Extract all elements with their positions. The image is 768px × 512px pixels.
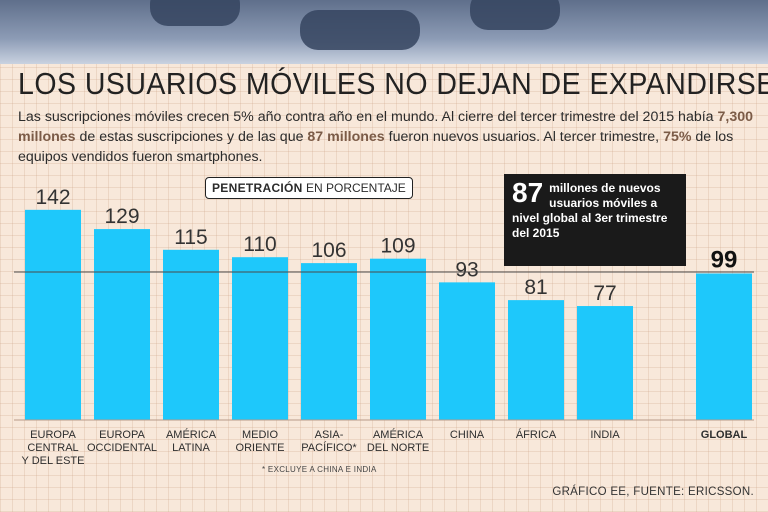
category-label: Y DEL ESTE (22, 455, 85, 467)
chart-title-badge: PENETRACIÓN EN PORCENTAJE (205, 177, 413, 199)
photo-shape (470, 0, 560, 30)
chart-bar (301, 263, 357, 420)
intro-highlight: 75% (663, 129, 692, 145)
data-label: 93 (455, 258, 478, 281)
data-label: 115 (174, 226, 207, 249)
callout-box: 87 millones de nuevos usuarios móviles a… (504, 174, 686, 266)
chart-title-rest: EN PORCENTAJE (302, 181, 406, 195)
data-label: 81 (524, 276, 547, 299)
data-label: 142 (35, 186, 70, 209)
chart-bar (696, 273, 752, 420)
photo-shape (300, 10, 420, 50)
data-label: 99 (711, 246, 738, 273)
photo-shape (150, 0, 240, 26)
chart-bar (439, 282, 495, 420)
intro-text: Las suscripciones móviles crecen 5% año … (18, 107, 758, 167)
chart-bar (94, 229, 150, 420)
data-label: 110 (243, 233, 276, 256)
data-label: 109 (380, 235, 415, 258)
intro-text-part: fueron nuevos usuarios. Al tercer trimes… (384, 129, 664, 145)
intro-highlight: 87 millones (307, 129, 385, 145)
callout-number: 87 (512, 177, 544, 208)
category-label: INDIA (590, 429, 620, 441)
category-label: OCCIDENTAL (87, 442, 157, 454)
category-label: ASIA- (315, 429, 344, 441)
data-label: 77 (593, 282, 616, 305)
chart-bar (508, 300, 564, 420)
category-label: CENTRAL (27, 442, 78, 454)
category-label: MEDIO (242, 429, 279, 441)
chart-bar (163, 249, 219, 420)
data-label: 129 (104, 205, 139, 228)
source-credit: GRÁFICO EE, FUENTE: ERICSSON. (552, 486, 754, 498)
category-label: CHINA (450, 429, 485, 441)
intro-text-part: Las suscripciones móviles crecen 5% año … (18, 109, 718, 125)
callout-text: millones de nuevos usuarios móviles a ni… (512, 181, 668, 240)
footnote: * EXCLUYE A CHINA E INDIA (262, 465, 377, 474)
category-label: LATINA (172, 442, 210, 454)
intro-highlight: 7,300 millones (18, 109, 754, 145)
chart-title-bold: PENETRACIÓN (212, 181, 303, 195)
intro-text-part: de los equipos vendidos fueron smartphon… (18, 129, 734, 165)
category-label: AMÉRICA (166, 428, 217, 441)
chart-bar (577, 306, 633, 420)
category-label: ÁFRICA (516, 428, 557, 441)
chart-bar (232, 257, 288, 420)
page-title: LOS USUARIOS MÓVILES NO DEJAN DE EXPANDI… (18, 66, 768, 101)
intro-text-part: de estas suscripciones y de las que (75, 129, 308, 145)
chart-bar (370, 258, 426, 420)
category-label: PACÍFICO* (301, 441, 357, 454)
category-label: AMÉRICA (373, 428, 424, 441)
category-label: GLOBAL (701, 429, 748, 441)
category-label: EUROPA (99, 429, 145, 441)
data-label: 106 (311, 239, 346, 262)
category-label: DEL NORTE (367, 442, 429, 454)
category-label: EUROPA (30, 429, 76, 441)
chart-bar (25, 209, 81, 420)
category-label: ORIENTE (236, 442, 285, 454)
header-photo (0, 0, 768, 64)
